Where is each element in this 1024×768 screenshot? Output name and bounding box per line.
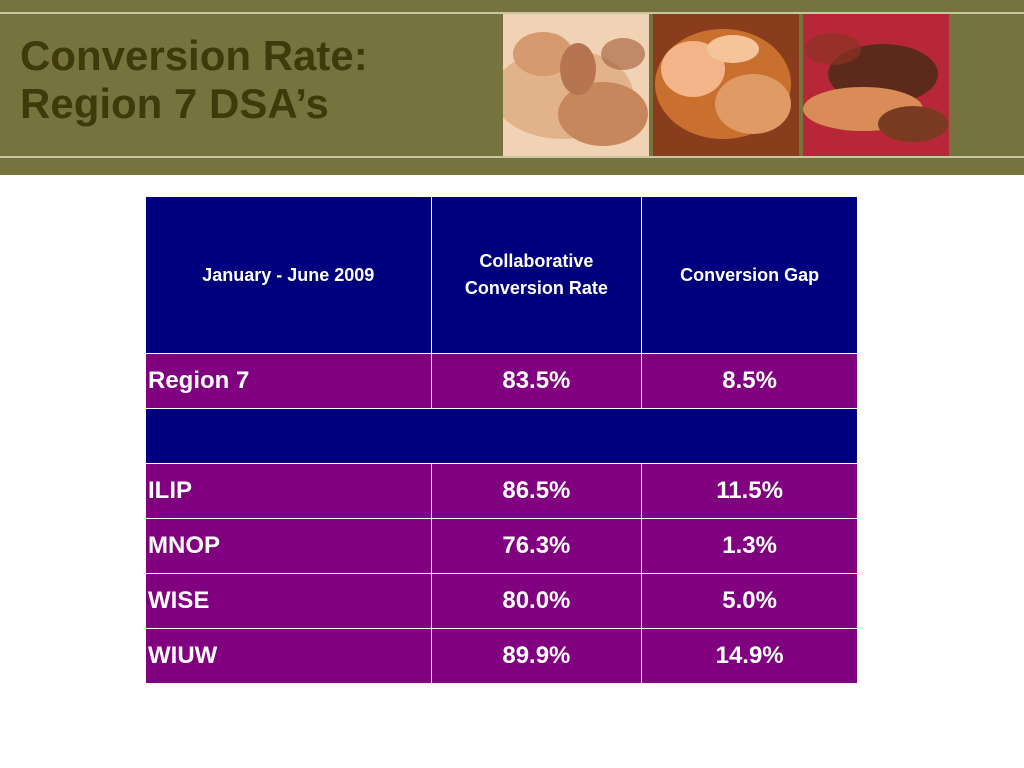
row-name: ILIP [145, 463, 432, 519]
separator-cell [145, 408, 858, 464]
row-gap: 1.3% [641, 518, 858, 574]
table-row-region-7: Region 7 83.5% 8.5% [145, 353, 858, 409]
slide-title-line-1: Conversion Rate: [20, 32, 368, 79]
slide-title: Conversion Rate: Region 7 DSA’s [20, 32, 368, 128]
table-header-row: January - June 2009 Collaborative Conver… [145, 196, 858, 354]
table-row-wiuw: WIUW 89.9% 14.9% [145, 628, 858, 684]
hands-photo-3 [803, 14, 949, 156]
table-row-mnop: MNOP 76.3% 1.3% [145, 518, 858, 574]
conversion-table: January - June 2009 Collaborative Conver… [145, 196, 858, 684]
row-gap: 11.5% [641, 463, 858, 519]
row-gap: 14.9% [641, 628, 858, 684]
header-conversion-gap: Conversion Gap [641, 196, 858, 354]
header-period: January - June 2009 [145, 196, 432, 354]
row-gap: 5.0% [641, 573, 858, 629]
row-name: Region 7 [145, 353, 432, 409]
row-rate: 83.5% [430, 353, 643, 409]
table-row-ilip: ILIP 86.5% 11.5% [145, 463, 858, 519]
row-rate: 89.9% [430, 628, 643, 684]
banner-top-rule [0, 12, 1024, 14]
banner-bottom-rule [0, 156, 1024, 158]
row-name: WISE [145, 573, 432, 629]
table-separator-row [145, 408, 858, 464]
row-rate: 80.0% [430, 573, 643, 629]
row-gap: 8.5% [641, 353, 858, 409]
row-name: MNOP [145, 518, 432, 574]
table-row-wise: WISE 80.0% 5.0% [145, 573, 858, 629]
hands-photo-2 [653, 14, 799, 156]
hands-photo-1 [503, 14, 649, 156]
row-rate: 86.5% [430, 463, 643, 519]
row-rate: 76.3% [430, 518, 643, 574]
slide-title-line-2: Region 7 DSA’s [20, 80, 329, 127]
row-name: WIUW [145, 628, 432, 684]
header-collaborative-conversion-rate: Collaborative Conversion Rate [430, 196, 643, 354]
